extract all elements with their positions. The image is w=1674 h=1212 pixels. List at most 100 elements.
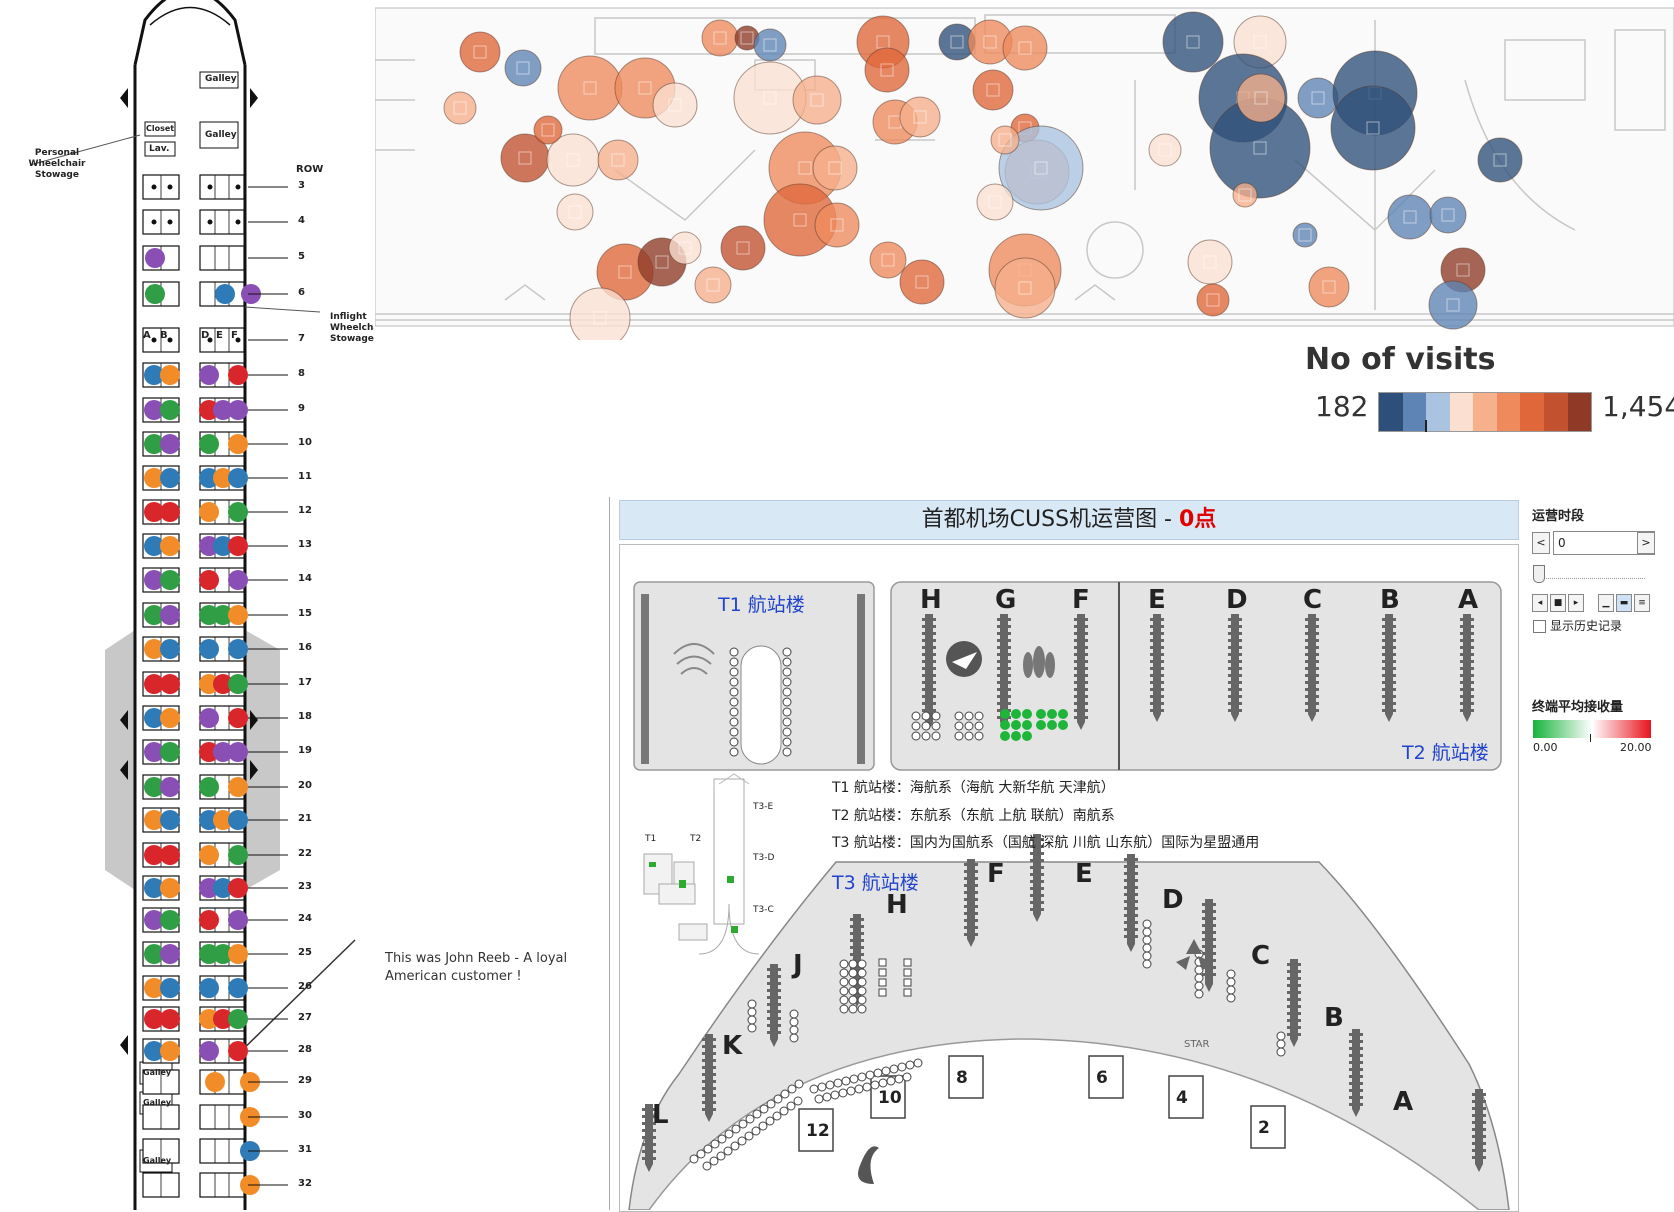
visit-dot: [160, 1009, 180, 1029]
visit-dot: [160, 570, 180, 590]
kiosk: [931, 731, 941, 741]
visit-bubble: [459, 31, 501, 73]
visit-dot: [160, 978, 180, 998]
t3-gate-label: 10: [878, 1088, 902, 1108]
kiosk-active: [1036, 720, 1046, 730]
visit-bubble: [533, 115, 563, 145]
visit-dot: [144, 1041, 164, 1061]
row-number: 31: [298, 1144, 312, 1155]
t3-gate-label: 6: [1096, 1068, 1108, 1088]
seat-row: [142, 362, 248, 388]
mini-map: [643, 773, 760, 955]
history-checkbox[interactable]: [1533, 620, 1546, 633]
kiosk: [974, 711, 984, 721]
kiosk: [825, 1080, 835, 1090]
speed-slow-button[interactable]: ▁: [1598, 594, 1614, 612]
visit-dot: [160, 777, 180, 797]
annotation-arrow: [231, 939, 356, 1061]
t3-pier-label: H: [886, 890, 908, 920]
kiosk: [1226, 977, 1236, 987]
visit-bubble: [1308, 266, 1350, 308]
terminal-legend-line-2: T2 航站楼：东航系（东航 上航 联航）南航系: [832, 808, 1115, 824]
kiosk: [752, 1109, 762, 1119]
step-back-button[interactable]: ◂: [1532, 594, 1548, 612]
visit-bubble: [443, 91, 477, 125]
kiosk: [702, 1161, 712, 1171]
visit-dot: [228, 536, 248, 556]
kiosk: [789, 1033, 799, 1043]
visit-dot: [160, 944, 180, 964]
kiosk: [974, 721, 984, 731]
visit-dot: [160, 434, 180, 454]
kiosk: [689, 1154, 699, 1164]
kiosk: [1226, 985, 1236, 995]
kiosk: [911, 721, 921, 731]
step-forward-button[interactable]: ▸: [1568, 594, 1584, 612]
kiosk: [809, 1084, 819, 1094]
visit-dot: [144, 742, 164, 762]
next-hour-button[interactable]: >: [1637, 532, 1655, 554]
wing-left: [105, 630, 135, 890]
row-number: 29: [298, 1075, 312, 1086]
visit-dot: [160, 810, 180, 830]
seat-letter-e: E: [216, 330, 223, 341]
mini-map-label-t2: T2: [690, 834, 702, 844]
gradient-min-label: 0.00: [1533, 741, 1558, 754]
wing-right: [245, 630, 280, 890]
gate-box: [1250, 1105, 1286, 1149]
pier: [767, 964, 781, 1047]
visit-dot: [199, 502, 219, 522]
row-header: ROW: [296, 164, 324, 175]
prev-hour-button[interactable]: <: [1532, 532, 1550, 554]
kiosk: [857, 1004, 867, 1014]
visit-bubble: [763, 183, 837, 257]
time-slider-track[interactable]: [1537, 578, 1645, 582]
kiosk: [717, 1134, 727, 1144]
kiosk: [964, 711, 974, 721]
kiosk: [716, 1151, 726, 1161]
speed-medium-button[interactable]: ▬: [1616, 594, 1632, 612]
t2-pier-label: A: [1458, 585, 1479, 615]
kiosk: [1142, 927, 1152, 937]
visit-dot: [160, 468, 180, 488]
lav-label: Lav.: [149, 144, 170, 154]
visit-dot: [144, 605, 164, 625]
kiosk: [1142, 951, 1152, 961]
seat-row: [142, 1172, 260, 1198]
kiosk: [747, 999, 757, 1009]
kiosk: [724, 1129, 734, 1139]
visit-bubble: [899, 259, 945, 305]
row-number: 17: [298, 677, 312, 688]
kiosk: [793, 1096, 803, 1106]
visit-dot: [199, 468, 219, 488]
kiosk: [747, 1023, 757, 1033]
visit-dot: [144, 674, 164, 694]
annotation-text: This was John Reeb - A loyal American cu…: [385, 951, 568, 984]
stop-button[interactable]: ■: [1550, 594, 1566, 612]
pier: [1349, 1029, 1363, 1117]
visit-dot: [144, 845, 164, 865]
heatmap-legend-gradient: [1378, 392, 1592, 432]
kiosk: [794, 1079, 804, 1089]
airport-title-prefix: 首都机场CUSS机运营图 -: [921, 507, 1179, 532]
history-label: 显示历史记录: [1550, 619, 1623, 633]
visit-bubble: [990, 125, 1020, 155]
kiosk: [954, 721, 964, 731]
kiosk: [905, 1060, 915, 1070]
visit-bubble: [556, 193, 594, 231]
kiosk: [857, 1072, 867, 1082]
kiosk: [839, 1004, 849, 1014]
kiosk: [848, 995, 858, 1005]
kiosk: [737, 1136, 747, 1146]
visit-dot: [213, 468, 233, 488]
row-number: 5: [298, 251, 305, 262]
kiosk: [710, 1139, 720, 1149]
visit-dot: [228, 708, 248, 728]
kiosk: [913, 1058, 923, 1068]
visit-dot: [228, 502, 248, 522]
t2-pier-label: H: [920, 585, 942, 615]
speed-fast-button[interactable]: ≡: [1634, 594, 1650, 612]
visit-dot: [199, 639, 219, 659]
visit-bubble: [701, 19, 739, 57]
time-slider-handle[interactable]: [1533, 565, 1545, 583]
